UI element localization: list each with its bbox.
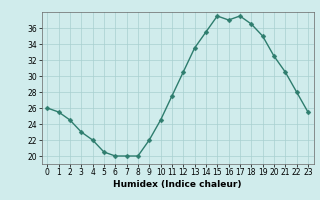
X-axis label: Humidex (Indice chaleur): Humidex (Indice chaleur) xyxy=(113,180,242,189)
